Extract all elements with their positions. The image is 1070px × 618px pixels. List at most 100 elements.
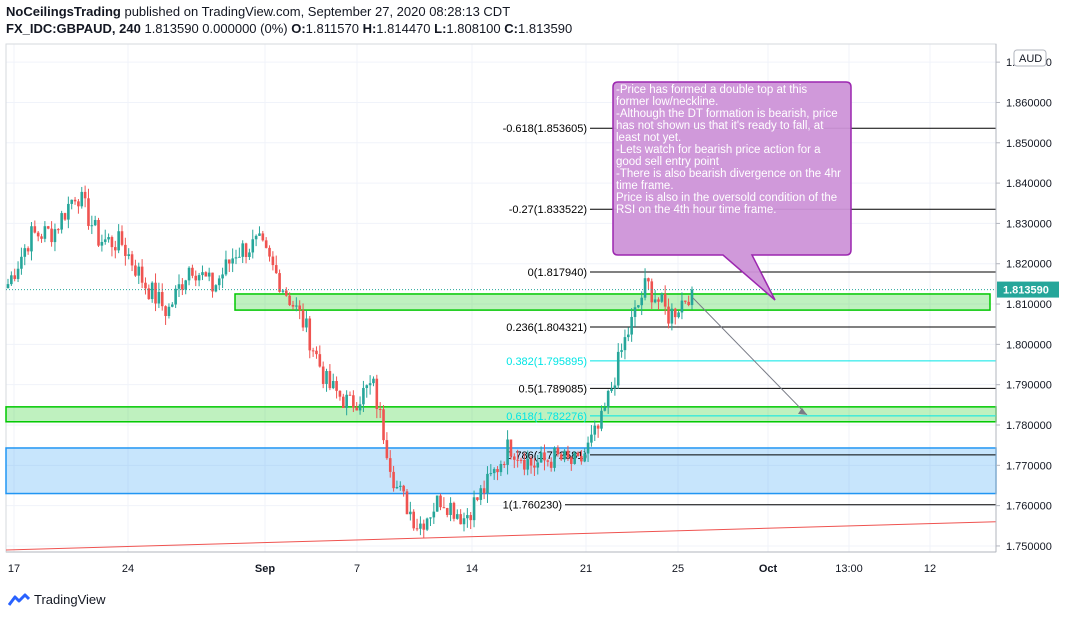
- candle-body: [308, 318, 312, 351]
- candle-body: [211, 272, 214, 292]
- candle-body: [318, 354, 322, 367]
- quote-change: 1.813590 0.000000 (0%): [144, 21, 288, 36]
- candle-body: [603, 407, 607, 411]
- y-tick-label: 1.860000: [1006, 97, 1052, 109]
- candle-body: [87, 198, 90, 226]
- candle-body: [144, 282, 147, 289]
- candle-body: [472, 497, 476, 521]
- candle-body: [640, 297, 644, 306]
- y-tick-label: 1.770000: [1006, 460, 1052, 472]
- fib-level-label: -0.27(1.833522): [509, 204, 587, 216]
- candle-body: [395, 486, 399, 489]
- arrow-head-icon: [798, 407, 807, 415]
- fib-level-label: 1(1.760230): [503, 500, 562, 512]
- candle-body: [482, 488, 486, 494]
- fib-level-label: 0.5(1.789085): [519, 383, 588, 395]
- candle-body: [382, 409, 385, 441]
- candle-body: [569, 457, 573, 464]
- tradingview-logo-icon: [8, 593, 30, 606]
- candle-body: [529, 458, 533, 466]
- candle-body: [680, 300, 684, 313]
- candle-body: [70, 199, 74, 204]
- y-tick-label: 1.790000: [1006, 380, 1052, 392]
- candle-body: [600, 410, 603, 429]
- publish-info: published on TradingView.com, September …: [124, 4, 511, 19]
- x-tick-label: 14: [466, 563, 478, 575]
- support-trendline: [5, 521, 997, 551]
- candle-body: [683, 300, 687, 302]
- candle-body: [596, 425, 600, 429]
- candle-body: [40, 236, 43, 239]
- candle-body: [536, 462, 540, 468]
- candle-body: [626, 334, 630, 338]
- candle-body: [181, 284, 184, 290]
- symbol-name[interactable]: FX_IDC:GBPAUD, 240: [6, 21, 141, 36]
- candle-body: [341, 396, 345, 408]
- candle-body: [60, 213, 63, 230]
- candle-body: [90, 225, 94, 227]
- candle-body: [580, 455, 583, 462]
- candle-body: [248, 252, 251, 257]
- candle-body: [10, 275, 13, 285]
- candle-body: [83, 191, 87, 199]
- candle-body: [261, 233, 265, 241]
- candle-body: [372, 378, 375, 384]
- y-tick-label: 1.850000: [1006, 138, 1052, 150]
- y-tick-label: 1.840000: [1006, 178, 1052, 190]
- open-value: 1.811570: [305, 21, 359, 36]
- candle-body: [26, 248, 30, 252]
- candle-body: [20, 256, 23, 269]
- candle-body: [650, 281, 654, 303]
- x-tick-label: 13:00: [835, 563, 863, 575]
- candle-body: [667, 306, 670, 324]
- candle-body: [345, 394, 348, 408]
- candle-body: [422, 523, 426, 530]
- candle-body: [301, 310, 305, 328]
- candle-body: [77, 201, 80, 207]
- candle-body: [392, 471, 395, 489]
- candle-body: [556, 447, 560, 455]
- candle-body: [583, 453, 587, 462]
- candle-body: [576, 452, 580, 456]
- candle-body: [459, 514, 462, 525]
- candle-body: [117, 231, 120, 251]
- candle-body: [53, 229, 57, 243]
- candle-body: [56, 229, 60, 231]
- candle-body: [134, 265, 137, 276]
- candle-body: [33, 226, 37, 233]
- brand-name: TradingView: [34, 592, 106, 607]
- candle-body: [439, 495, 442, 508]
- candle-body: [348, 394, 352, 396]
- footer-brand[interactable]: TradingView: [8, 592, 106, 607]
- candle-body: [100, 241, 104, 246]
- candle-body: [103, 239, 107, 242]
- candle-body: [298, 305, 302, 311]
- candle-body: [687, 301, 690, 306]
- candle-body: [593, 425, 597, 435]
- callout-bubble: [612, 81, 852, 301]
- author-name[interactable]: NoCeilingsTrading: [6, 4, 121, 19]
- x-tick-label: Sep: [255, 563, 275, 575]
- candle-body: [398, 485, 402, 487]
- candle-body: [16, 268, 20, 279]
- close-value: 1.813590: [518, 21, 573, 36]
- y-tick-label: 1.750000: [1006, 541, 1052, 553]
- candle-body: [489, 473, 493, 475]
- candle-body: [23, 248, 27, 257]
- x-tick-label: 17: [8, 563, 20, 575]
- candle-body: [227, 259, 231, 264]
- candle-body: [533, 465, 536, 468]
- candle-body: [590, 434, 593, 443]
- middle-green-zone: [5, 406, 997, 423]
- candle-body: [415, 528, 419, 530]
- fib-level-label: 0.236(1.804321): [506, 322, 587, 334]
- candle-body: [264, 240, 268, 248]
- candle-body: [523, 459, 526, 470]
- candle-body: [512, 456, 516, 460]
- projection-arrow: [692, 297, 808, 416]
- candle-body: [130, 254, 134, 266]
- y-tick-label: 1.820000: [1006, 259, 1052, 271]
- candle-body: [315, 350, 318, 355]
- candle-body: [610, 388, 613, 391]
